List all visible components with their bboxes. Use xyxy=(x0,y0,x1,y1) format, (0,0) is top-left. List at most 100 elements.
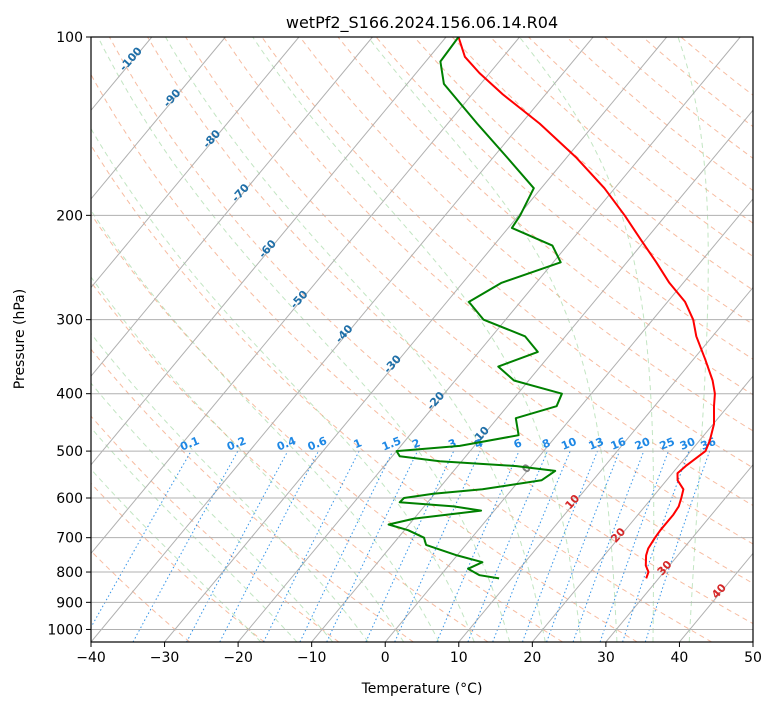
isotherm xyxy=(91,37,447,466)
mixing-ratio-label: 13 xyxy=(587,435,606,453)
isotherm xyxy=(384,198,753,642)
y-tick-label: 500 xyxy=(56,444,83,460)
y-tick-label: 200 xyxy=(56,208,83,224)
mixing-ratio-line xyxy=(492,450,571,642)
moist-adiabat xyxy=(91,332,369,642)
y-tick-label: 600 xyxy=(56,491,83,507)
mixing-ratio-label: 2 xyxy=(410,436,422,451)
mixing-ratio-label: 25 xyxy=(658,435,677,453)
isotherm xyxy=(531,375,753,642)
y-tick-label: 400 xyxy=(56,387,83,403)
dry-adiabat xyxy=(147,37,753,584)
isotherm xyxy=(237,37,741,642)
dry-adiabat xyxy=(91,73,713,642)
plot-area: -100-90-80-70-60-50-40-30-20-10010203040… xyxy=(91,37,753,642)
mixing-ratio-labels: 0.1 0.2 0.4 0.6 1 1.5 2 3 4 6 8 10 13 16 20 25 30 36 xyxy=(178,434,718,453)
y-axis-title: Pressure (hPa) xyxy=(12,289,28,389)
moist-adiabat xyxy=(91,427,298,642)
isotherm xyxy=(91,37,373,377)
mixing-ratio-line xyxy=(522,450,598,642)
moist-adiabat xyxy=(519,37,655,642)
dewpoint-profile xyxy=(387,37,563,580)
dry-adiabat xyxy=(261,37,753,469)
mixing-ratio-label: 3 xyxy=(446,436,458,451)
mixing-ratio-label: 1 xyxy=(352,436,364,451)
dry-adiabat xyxy=(91,281,489,642)
x-axis: −40 −30 −20 −10 0 10 20 30 40 50 xyxy=(76,642,762,666)
mixing-ratio-label: 8 xyxy=(540,436,552,451)
mixing-ratio-line xyxy=(572,450,645,642)
mixing-ratio-line xyxy=(394,450,481,642)
pressure-gridlines xyxy=(91,37,753,630)
dry-adiabat xyxy=(413,37,753,325)
dry-adiabat xyxy=(451,37,753,291)
mixing-ratio-line xyxy=(186,450,289,642)
y-tick-label: 1000 xyxy=(47,622,83,638)
moist-adiabat xyxy=(91,276,405,642)
mixing-ratio-line xyxy=(622,450,690,642)
mixing-ratio-label: 30 xyxy=(678,435,697,453)
dry-adiabat xyxy=(91,144,638,642)
dry-adiabat xyxy=(91,213,563,642)
moist-adiabat xyxy=(252,37,582,642)
isotherm xyxy=(91,37,594,642)
mixing-ratio-label: 10 xyxy=(559,435,578,453)
x-tick-label: −40 xyxy=(76,650,106,666)
plot-frame xyxy=(90,36,754,643)
dry-adiabat xyxy=(337,37,753,396)
mixing-ratio-line xyxy=(644,450,711,642)
x-tick-label: −30 xyxy=(150,650,180,666)
dry-adiabat xyxy=(223,37,753,507)
y-tick-label: 300 xyxy=(56,313,83,329)
mixing-ratio-line xyxy=(546,450,621,642)
isotherm xyxy=(91,37,520,555)
moist-adiabat xyxy=(677,37,709,642)
mixing-ratio-label: 20 xyxy=(633,435,652,453)
chart-title: wetPf2_S166.2024.156.06.14.R04 xyxy=(286,13,558,33)
moist-adiabat xyxy=(165,37,546,642)
dry-adiabat xyxy=(185,37,753,545)
moist-adiabat xyxy=(91,468,262,642)
x-tick-label: 0 xyxy=(381,650,390,666)
dry-adiabat xyxy=(91,415,340,642)
y-tick-label: 800 xyxy=(56,565,83,581)
y-axis: 100 200 300 400 500 600 700 800 900 1000 xyxy=(47,30,91,638)
dry-adiabat xyxy=(91,482,265,642)
isotherm xyxy=(311,109,753,642)
x-tick-label: 30 xyxy=(597,650,615,666)
dry-adiabats xyxy=(91,37,753,642)
x-tick-label: −20 xyxy=(223,650,253,666)
isotherm xyxy=(91,37,226,200)
x-tick-label: 10 xyxy=(450,650,468,666)
mixing-ratio-line xyxy=(436,450,520,642)
isotherm xyxy=(605,463,753,642)
x-axis-title: Temperature (°C) xyxy=(361,681,483,697)
x-tick-label: −10 xyxy=(297,650,327,666)
sounding-profiles xyxy=(387,37,716,580)
x-tick-label: 20 xyxy=(523,650,541,666)
moist-adiabat xyxy=(91,382,334,642)
moist-adiabats xyxy=(91,37,709,642)
mixing-ratio-line xyxy=(263,450,360,642)
mixing-ratio-line xyxy=(467,450,548,642)
x-tick-label: 40 xyxy=(671,650,689,666)
dry-adiabat xyxy=(91,550,191,642)
y-tick-label: 700 xyxy=(56,531,83,547)
moist-adiabat xyxy=(91,127,475,642)
dry-adiabat xyxy=(108,37,753,625)
mixing-ratio-label: 16 xyxy=(609,435,628,453)
mixing-ratio-lines xyxy=(91,450,711,642)
temperature-profile xyxy=(457,37,716,579)
x-tick-label: 50 xyxy=(744,650,762,666)
moist-adiabat xyxy=(91,209,440,642)
mixing-ratio-line xyxy=(132,450,239,642)
y-tick-label: 100 xyxy=(56,30,83,46)
moist-adiabat xyxy=(367,37,618,642)
isotherm xyxy=(458,286,753,642)
mixing-ratio-line xyxy=(599,450,669,642)
y-tick-label: 900 xyxy=(56,595,83,611)
isotherms xyxy=(91,37,753,642)
isotherm xyxy=(91,37,300,289)
